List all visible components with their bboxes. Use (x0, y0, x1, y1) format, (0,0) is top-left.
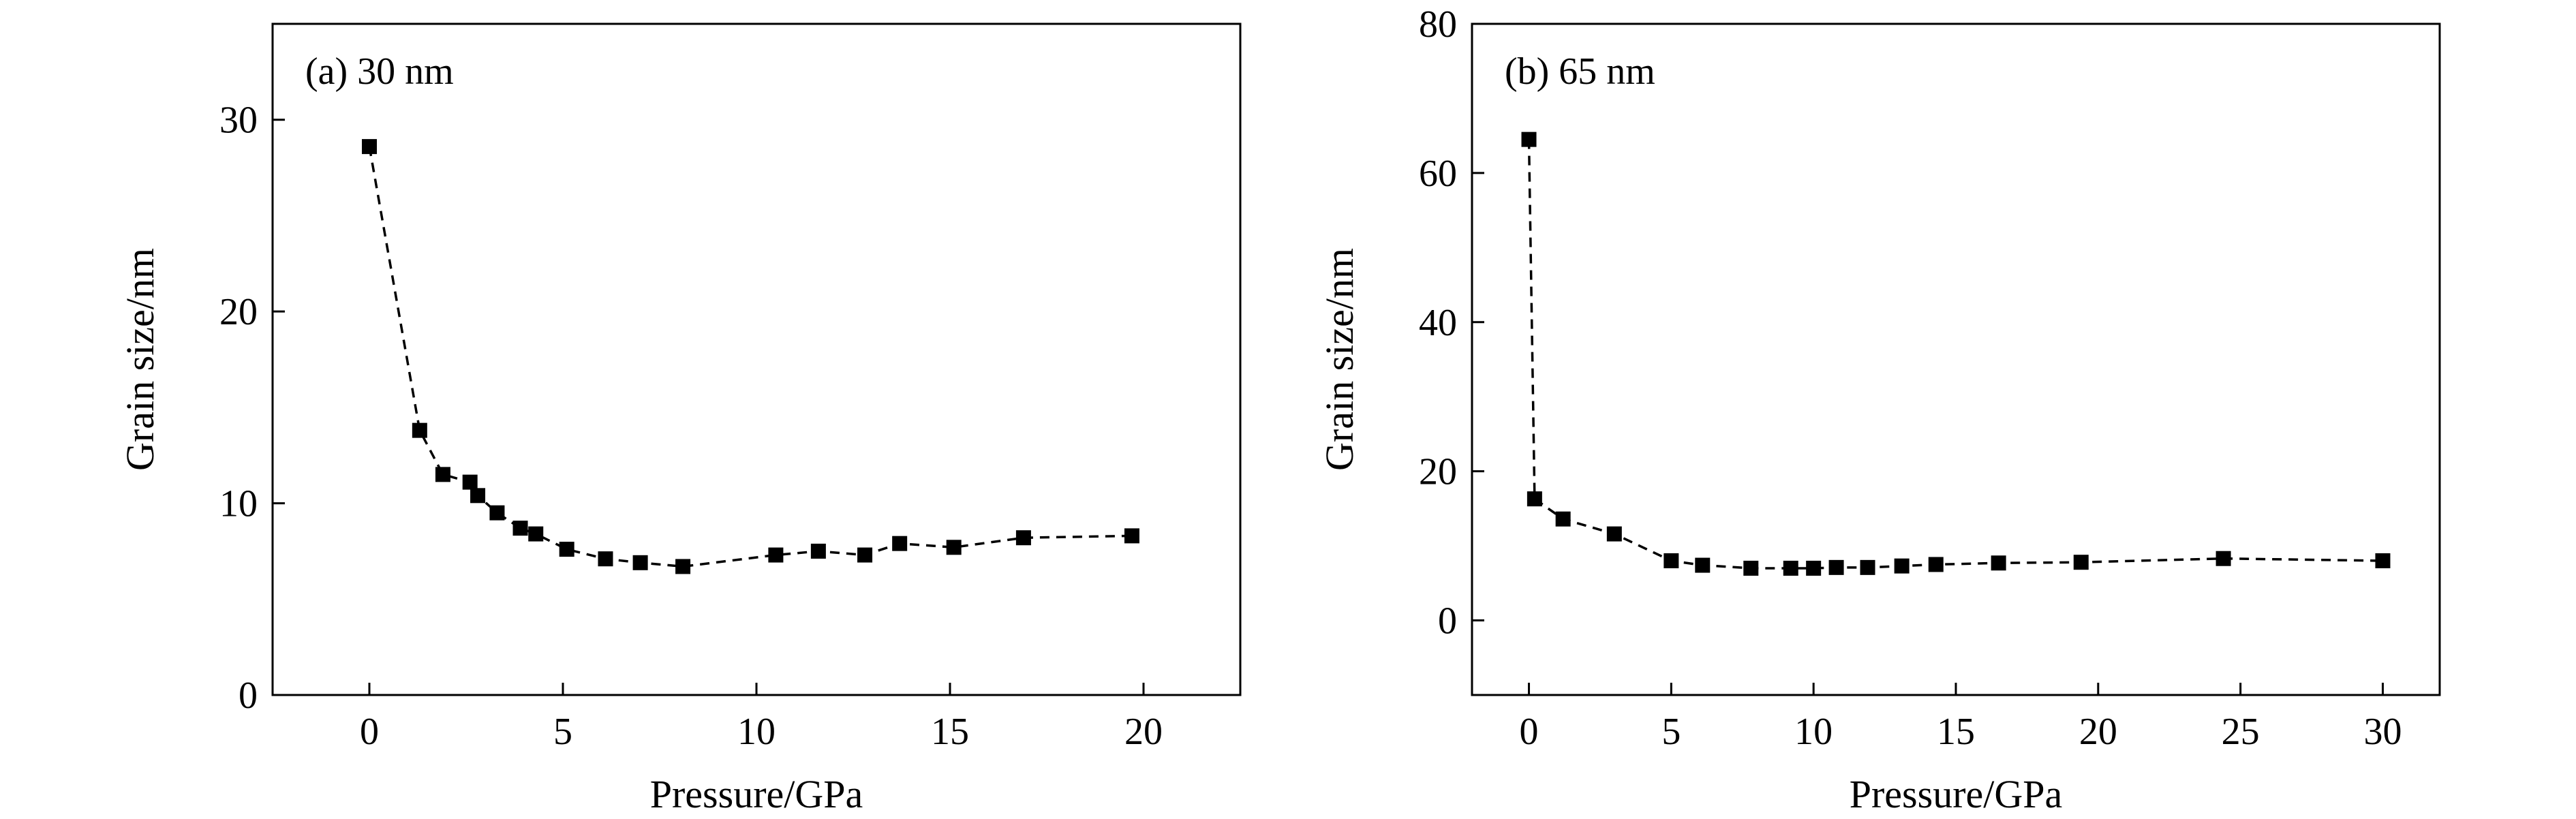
panel-b-data-point (2073, 555, 2089, 570)
panel-a-data-point (1015, 530, 1031, 546)
panel-a-data-point (892, 536, 908, 551)
panel-b-y-tick-label: 40 (1419, 302, 1457, 344)
panel-b-y-tick-label: 60 (1419, 153, 1457, 195)
panel-a-y-tick-label: 10 (219, 483, 258, 525)
panel-a-data-point (632, 555, 648, 570)
panel-a-data-point (1124, 528, 1139, 544)
panel-b-x-tick-label: 20 (2079, 711, 2117, 753)
panel-a-series-line (368, 146, 1132, 568)
panel-b-y-tick-label: 0 (1438, 600, 1457, 643)
panel-a-data-point (462, 474, 478, 490)
panel-b-data-point (1606, 526, 1622, 542)
panel-a-x-tick-label: 15 (931, 711, 969, 753)
panel-b-data-point (1743, 560, 1759, 576)
panel-a-data-point (946, 540, 962, 555)
panel-b-y-tick-label: 20 (1419, 451, 1457, 493)
panel-b-data-point (1860, 559, 1875, 575)
panel-b-plot-frame (1471, 22, 2441, 696)
panel-b-data-point (1555, 511, 1571, 527)
panel-b-data-point (1894, 558, 1910, 574)
panel-b-data-point (1527, 491, 1542, 507)
panel-a-x-tick-label: 10 (737, 711, 776, 753)
panel-b-x-tick-label: 30 (2363, 711, 2402, 753)
panel-b-data-point (1928, 557, 1944, 572)
panel-b-data-point (1991, 555, 2006, 571)
panel-b-x-tick-label: 15 (1937, 711, 1975, 753)
panel-b-x-tick-label: 5 (1661, 711, 1681, 753)
panel-a-data-point (675, 559, 691, 574)
panel-b: 0 5 10 15 20 25 30 0 20 40 60 80 Pressure/GPa Grain s… (1317, 3, 2441, 816)
panel-a-label: (a) 30 nm (305, 50, 454, 93)
panel-b-x-tick-label: 25 (2222, 711, 2260, 753)
panel-a-plot-frame (271, 22, 1242, 696)
panel-a-data-point (435, 467, 450, 482)
panel-b-y-axis-title: Grain size/nm (1317, 248, 1362, 471)
panel-a: 0 5 10 15 20 0 10 20 30 Pressure/GPa Grain size/nm… (118, 22, 1242, 816)
panel-a-x-tick-label: 0 (360, 711, 379, 753)
panel-a-data-point (768, 547, 784, 563)
panel-a-y-tick-label: 0 (239, 675, 258, 717)
panel-a-y-tick-label: 30 (219, 99, 258, 142)
panel-b-x-axis-title: Pressure/GPa (1850, 772, 2063, 816)
panel-a-data-point (470, 488, 486, 504)
panel-b-x-tick-label: 0 (1520, 711, 1539, 753)
panel-b-x-tick-label: 10 (1794, 711, 1833, 753)
panel-b-label: (b) 65 nm (1505, 50, 1655, 93)
panel-b-data-point (1521, 132, 1537, 147)
panel-a-x-tick-label: 5 (553, 711, 572, 753)
panel-a-data-point (810, 543, 826, 559)
panel-b-data-point (1828, 559, 1844, 575)
panel-a-data-point (489, 505, 505, 521)
panel-b-series-line (1527, 139, 2383, 570)
panel-b-data-point (2215, 551, 2231, 566)
panel-a-y-axis-title: Grain size/nm (118, 248, 162, 471)
panel-a-y-tick-label: 20 (219, 291, 258, 333)
panel-a-data-point (559, 542, 574, 557)
panel-a-data-point (412, 422, 427, 438)
panel-b-data-point (1806, 560, 1822, 576)
panel-b-data-point (2375, 553, 2391, 568)
panel-a-x-axis-title: Pressure/GPa (650, 772, 863, 816)
panel-a-data-point (362, 139, 377, 155)
panel-b-y-tick-label: 80 (1419, 3, 1457, 46)
panel-b-data-point (1783, 560, 1798, 576)
panel-b-data-point (1695, 557, 1711, 573)
panel-a-x-tick-label: 20 (1124, 711, 1163, 753)
panel-a-data-point (857, 547, 873, 563)
panel-a-data-point (512, 521, 528, 536)
panel-a-data-point (598, 551, 613, 567)
panel-a-data-point (528, 526, 544, 542)
panel-b-data-point (1663, 553, 1679, 568)
